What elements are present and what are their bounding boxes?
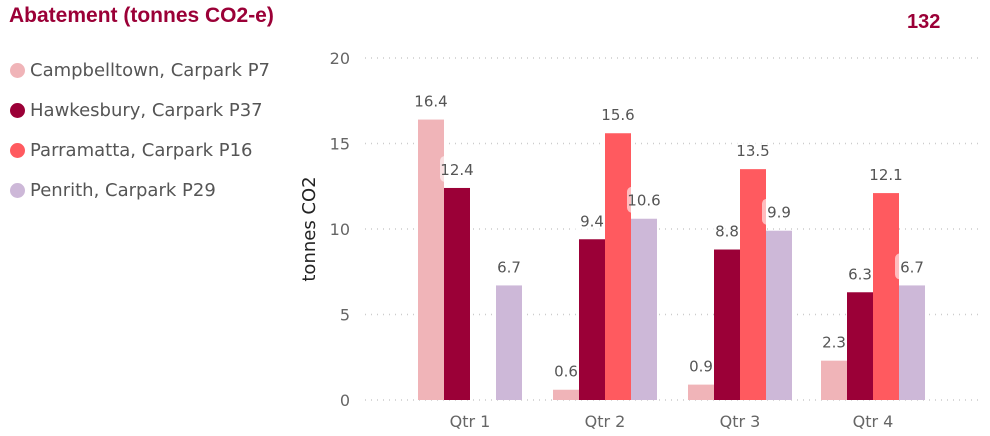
bar: [766, 230, 792, 400]
legend: Campbelltown, Carpark P7 Hawkesbury, Carp…: [10, 50, 270, 210]
data-label: 10.6: [627, 192, 660, 210]
data-label-bg: [684, 352, 718, 379]
data-label-bg: [414, 87, 448, 114]
data-label: 6.7: [900, 258, 924, 276]
data-label-bg: [440, 155, 474, 182]
legend-marker: [10, 182, 25, 198]
legend-marker: [10, 62, 25, 78]
legend-label: Campbelltown, Carpark P7: [30, 59, 271, 81]
data-label: 13.5: [736, 142, 769, 160]
data-label-bg: [575, 207, 609, 234]
data-label: 9.4: [580, 212, 604, 230]
bar: [444, 187, 470, 400]
data-label-bg: [762, 198, 796, 225]
data-label: 0.6: [554, 363, 578, 381]
data-label: 6.7: [497, 258, 521, 276]
data-label: 6.3: [848, 265, 872, 283]
legend-item[interactable]: Hawkesbury, Carpark P37: [10, 90, 270, 130]
bar: [899, 285, 925, 400]
data-label: 12.1: [869, 166, 902, 184]
legend-marker: [10, 102, 25, 118]
data-label: 2.3: [822, 334, 846, 352]
legend-label: Penrith, Carpark P29: [30, 179, 216, 201]
data-label-bg: [601, 101, 635, 128]
bar: [688, 384, 714, 400]
bar: [873, 193, 899, 400]
x-tick-label: Qtr 3: [720, 412, 761, 431]
legend-label: Hawkesbury, Carpark P37: [30, 99, 263, 121]
bar: [740, 169, 766, 400]
data-label-bg: [736, 137, 770, 164]
total-count: 132: [907, 11, 941, 33]
x-tick-label: Qtr 1: [450, 412, 491, 431]
legend-item[interactable]: Parramatta, Carpark P16: [10, 130, 270, 170]
data-label-bg: [843, 260, 877, 287]
bar: [847, 292, 873, 400]
y-tick-label: 5: [340, 306, 350, 325]
bar: [605, 133, 631, 401]
data-label: 16.4: [414, 93, 447, 111]
bar: [631, 218, 657, 400]
bar: [579, 239, 605, 400]
bar: [553, 389, 579, 400]
bar: [821, 360, 847, 400]
data-label-bg: [627, 186, 661, 213]
data-label-bg: [710, 217, 744, 244]
data-label: 0.9: [689, 358, 713, 376]
data-label-bg: [895, 253, 929, 280]
data-label: 8.8: [715, 223, 739, 241]
data-label: 12.4: [440, 161, 473, 179]
y-tick-label: 20: [330, 49, 350, 68]
data-label-bg: [869, 161, 903, 188]
chart-title: Abatement (tonnes CO2-e): [9, 4, 274, 27]
y-tick-label: 0: [340, 391, 350, 410]
data-label: 15.6: [601, 106, 634, 124]
bar: [418, 119, 444, 400]
bar: [496, 285, 522, 400]
y-axis-label: tonnes CO2: [299, 176, 320, 281]
data-label-bg: [492, 253, 526, 280]
data-label-bg: [549, 357, 583, 384]
y-tick-label: 10: [330, 220, 350, 239]
legend-marker: [10, 142, 25, 158]
y-tick-label: 15: [330, 135, 350, 154]
legend-label: Parramatta, Carpark P16: [30, 139, 253, 161]
legend-item[interactable]: Penrith, Carpark P29: [10, 170, 270, 210]
x-tick-label: Qtr 4: [853, 412, 894, 431]
bar: [714, 249, 740, 400]
x-tick-label: Qtr 2: [585, 412, 626, 431]
legend-item[interactable]: Campbelltown, Carpark P7: [10, 50, 270, 90]
data-label: 9.9: [767, 204, 791, 222]
data-label-bg: [817, 328, 851, 355]
